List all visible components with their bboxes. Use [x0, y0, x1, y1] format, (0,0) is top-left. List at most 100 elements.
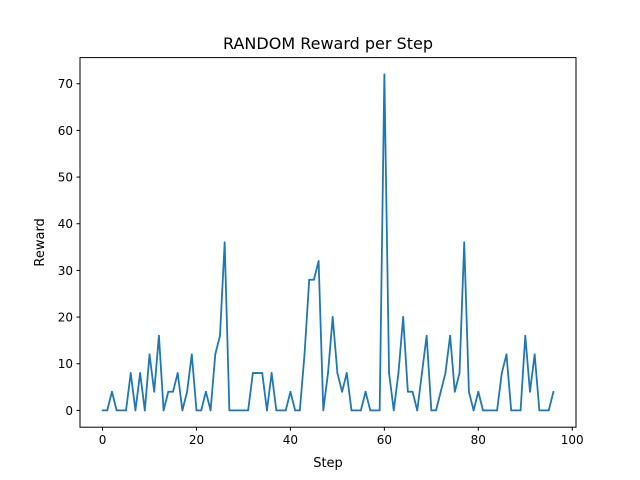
x-tick-label: 20 — [189, 433, 204, 447]
reward-data-point — [162, 409, 165, 412]
reward-data-point — [172, 390, 174, 393]
x-tick-label: 40 — [283, 433, 298, 447]
reward-data-point — [435, 409, 437, 412]
y-tick-label: 20 — [58, 311, 73, 325]
reward-data-point — [204, 390, 207, 393]
reward-data-point — [327, 372, 329, 374]
y-axis-label: Reward — [33, 218, 48, 266]
reward-data-point — [251, 372, 254, 374]
reward-data-point — [176, 372, 179, 374]
reward-data-point — [280, 409, 282, 412]
reward-data-point — [186, 390, 188, 393]
reward-data-point — [345, 372, 348, 374]
x-tick-label: 100 — [561, 433, 584, 447]
reward-data-point — [468, 390, 470, 393]
x-tick-label: 80 — [471, 433, 486, 447]
reward-data-point — [256, 372, 259, 374]
reward-data-point — [294, 409, 297, 412]
reward-data-point — [505, 353, 508, 356]
reward-data-point — [411, 390, 414, 393]
plot-frame — [79, 57, 577, 428]
reward-data-point — [458, 372, 461, 374]
reward-data-point — [444, 372, 447, 374]
reward-data-point — [148, 353, 151, 356]
x-tick-label: 60 — [377, 433, 392, 447]
y-tick-label: 30 — [58, 264, 73, 278]
reward-data-point — [392, 409, 395, 412]
reward-data-point — [242, 409, 245, 412]
reward-data-point — [275, 409, 278, 412]
reward-data-point — [228, 409, 231, 412]
reward-data-point — [167, 390, 170, 393]
reward-data-point — [247, 409, 250, 412]
reward-data-point — [491, 409, 494, 412]
reward-data-point — [439, 390, 442, 393]
reward-data-point — [406, 390, 409, 393]
reward-data-point — [195, 409, 198, 412]
reward-data-point — [313, 278, 315, 281]
reward-data-point — [317, 260, 320, 262]
reward-data-point — [214, 353, 217, 356]
x-tick-label: 0 — [99, 433, 107, 447]
reward-series-line — [102, 73, 555, 412]
reward-data-point — [538, 409, 541, 412]
reward-data-point — [388, 372, 390, 374]
reward-data-point — [453, 390, 456, 393]
reward-data-point — [101, 409, 104, 412]
reward-data-point — [524, 334, 527, 337]
x-axis-label: Step — [313, 456, 343, 471]
reward-data-point — [153, 390, 156, 393]
reward-data-point — [430, 409, 433, 412]
reward-data-point — [139, 372, 142, 374]
reward-data-point — [359, 409, 362, 412]
reward-data-point — [125, 409, 127, 412]
reward-data-point — [519, 409, 522, 412]
reward-data-point — [378, 409, 381, 412]
reward-data-point — [233, 409, 235, 412]
reward-data-point — [219, 334, 221, 337]
reward-data-point — [270, 372, 273, 374]
reward-data-point — [364, 390, 367, 393]
reward-data-point — [477, 390, 480, 393]
reward-data-point — [472, 409, 475, 412]
reward-data-point — [341, 390, 343, 393]
reward-data-point — [331, 316, 334, 318]
y-tick-label: 40 — [58, 217, 73, 231]
reward-data-point — [425, 334, 428, 337]
reward-data-point — [482, 409, 484, 412]
reward-data-point — [223, 241, 226, 244]
reward-data-point — [200, 409, 203, 412]
reward-data-point — [500, 372, 503, 374]
reward-data-point — [552, 390, 555, 393]
reward-data-point — [336, 372, 339, 374]
reward-data-point — [115, 409, 118, 412]
reward-data-point — [383, 73, 386, 76]
reward-data-point — [421, 372, 423, 374]
reward-data-point — [284, 409, 287, 412]
reward-data-point — [514, 409, 517, 412]
reward-data-point — [529, 390, 531, 393]
ticks-layer: 0 20 40 60 80 100 0 10 20 30 40 50 60 70 — [58, 77, 584, 447]
y-tick-label: 60 — [58, 124, 73, 138]
reward-data-point — [496, 409, 498, 412]
y-tick-label: 10 — [58, 357, 73, 371]
reward-data-point — [355, 409, 358, 412]
reward-data-point — [266, 409, 268, 412]
reward-data-point — [190, 353, 193, 356]
reward-data-point — [289, 390, 292, 393]
reward-data-point — [369, 409, 372, 412]
reward-data-point — [547, 409, 550, 412]
y-tick-label: 50 — [58, 171, 73, 185]
reward-data-point — [209, 409, 212, 412]
reward-data-point — [129, 372, 132, 374]
reward-data-point — [449, 334, 452, 337]
reward-data-point — [298, 409, 301, 412]
reward-data-point — [402, 316, 405, 318]
reward-data-point — [134, 409, 137, 412]
reward-data-point — [322, 409, 325, 412]
reward-data-point — [463, 241, 466, 244]
reward-data-point — [350, 409, 353, 412]
reward-data-point — [237, 409, 240, 412]
reward-data-point — [106, 409, 109, 412]
